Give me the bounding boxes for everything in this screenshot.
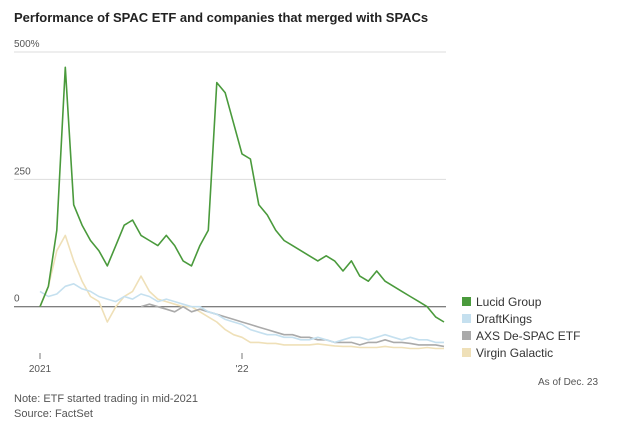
series-line	[39, 234, 444, 350]
chart-title: Performance of SPAC ETF and companies th…	[14, 10, 428, 25]
series-line	[39, 283, 444, 344]
note: Note: ETF started trading in mid-2021	[14, 393, 198, 405]
legend-swatch	[462, 331, 471, 340]
legend-label: AXS De-SPAC ETF	[476, 329, 580, 343]
y-tick-label: 250	[14, 166, 31, 177]
annotation: As of Dec. 23	[538, 377, 598, 388]
series-line	[39, 66, 445, 323]
x-tick-label: 2021	[29, 364, 52, 375]
legend-label: Virgin Galactic	[476, 346, 553, 360]
series-line	[140, 303, 445, 348]
legend-label: DraftKings	[476, 312, 532, 326]
legend-swatch	[462, 297, 471, 306]
legend-swatch	[462, 348, 471, 357]
legend-swatch	[462, 314, 471, 323]
legend-label: Lucid Group	[476, 295, 542, 309]
x-tick-label: '22	[235, 364, 248, 375]
source: Source: FactSet	[14, 408, 93, 420]
y-tick-label: 500%	[14, 39, 40, 50]
y-tick-label: 0	[14, 294, 20, 305]
